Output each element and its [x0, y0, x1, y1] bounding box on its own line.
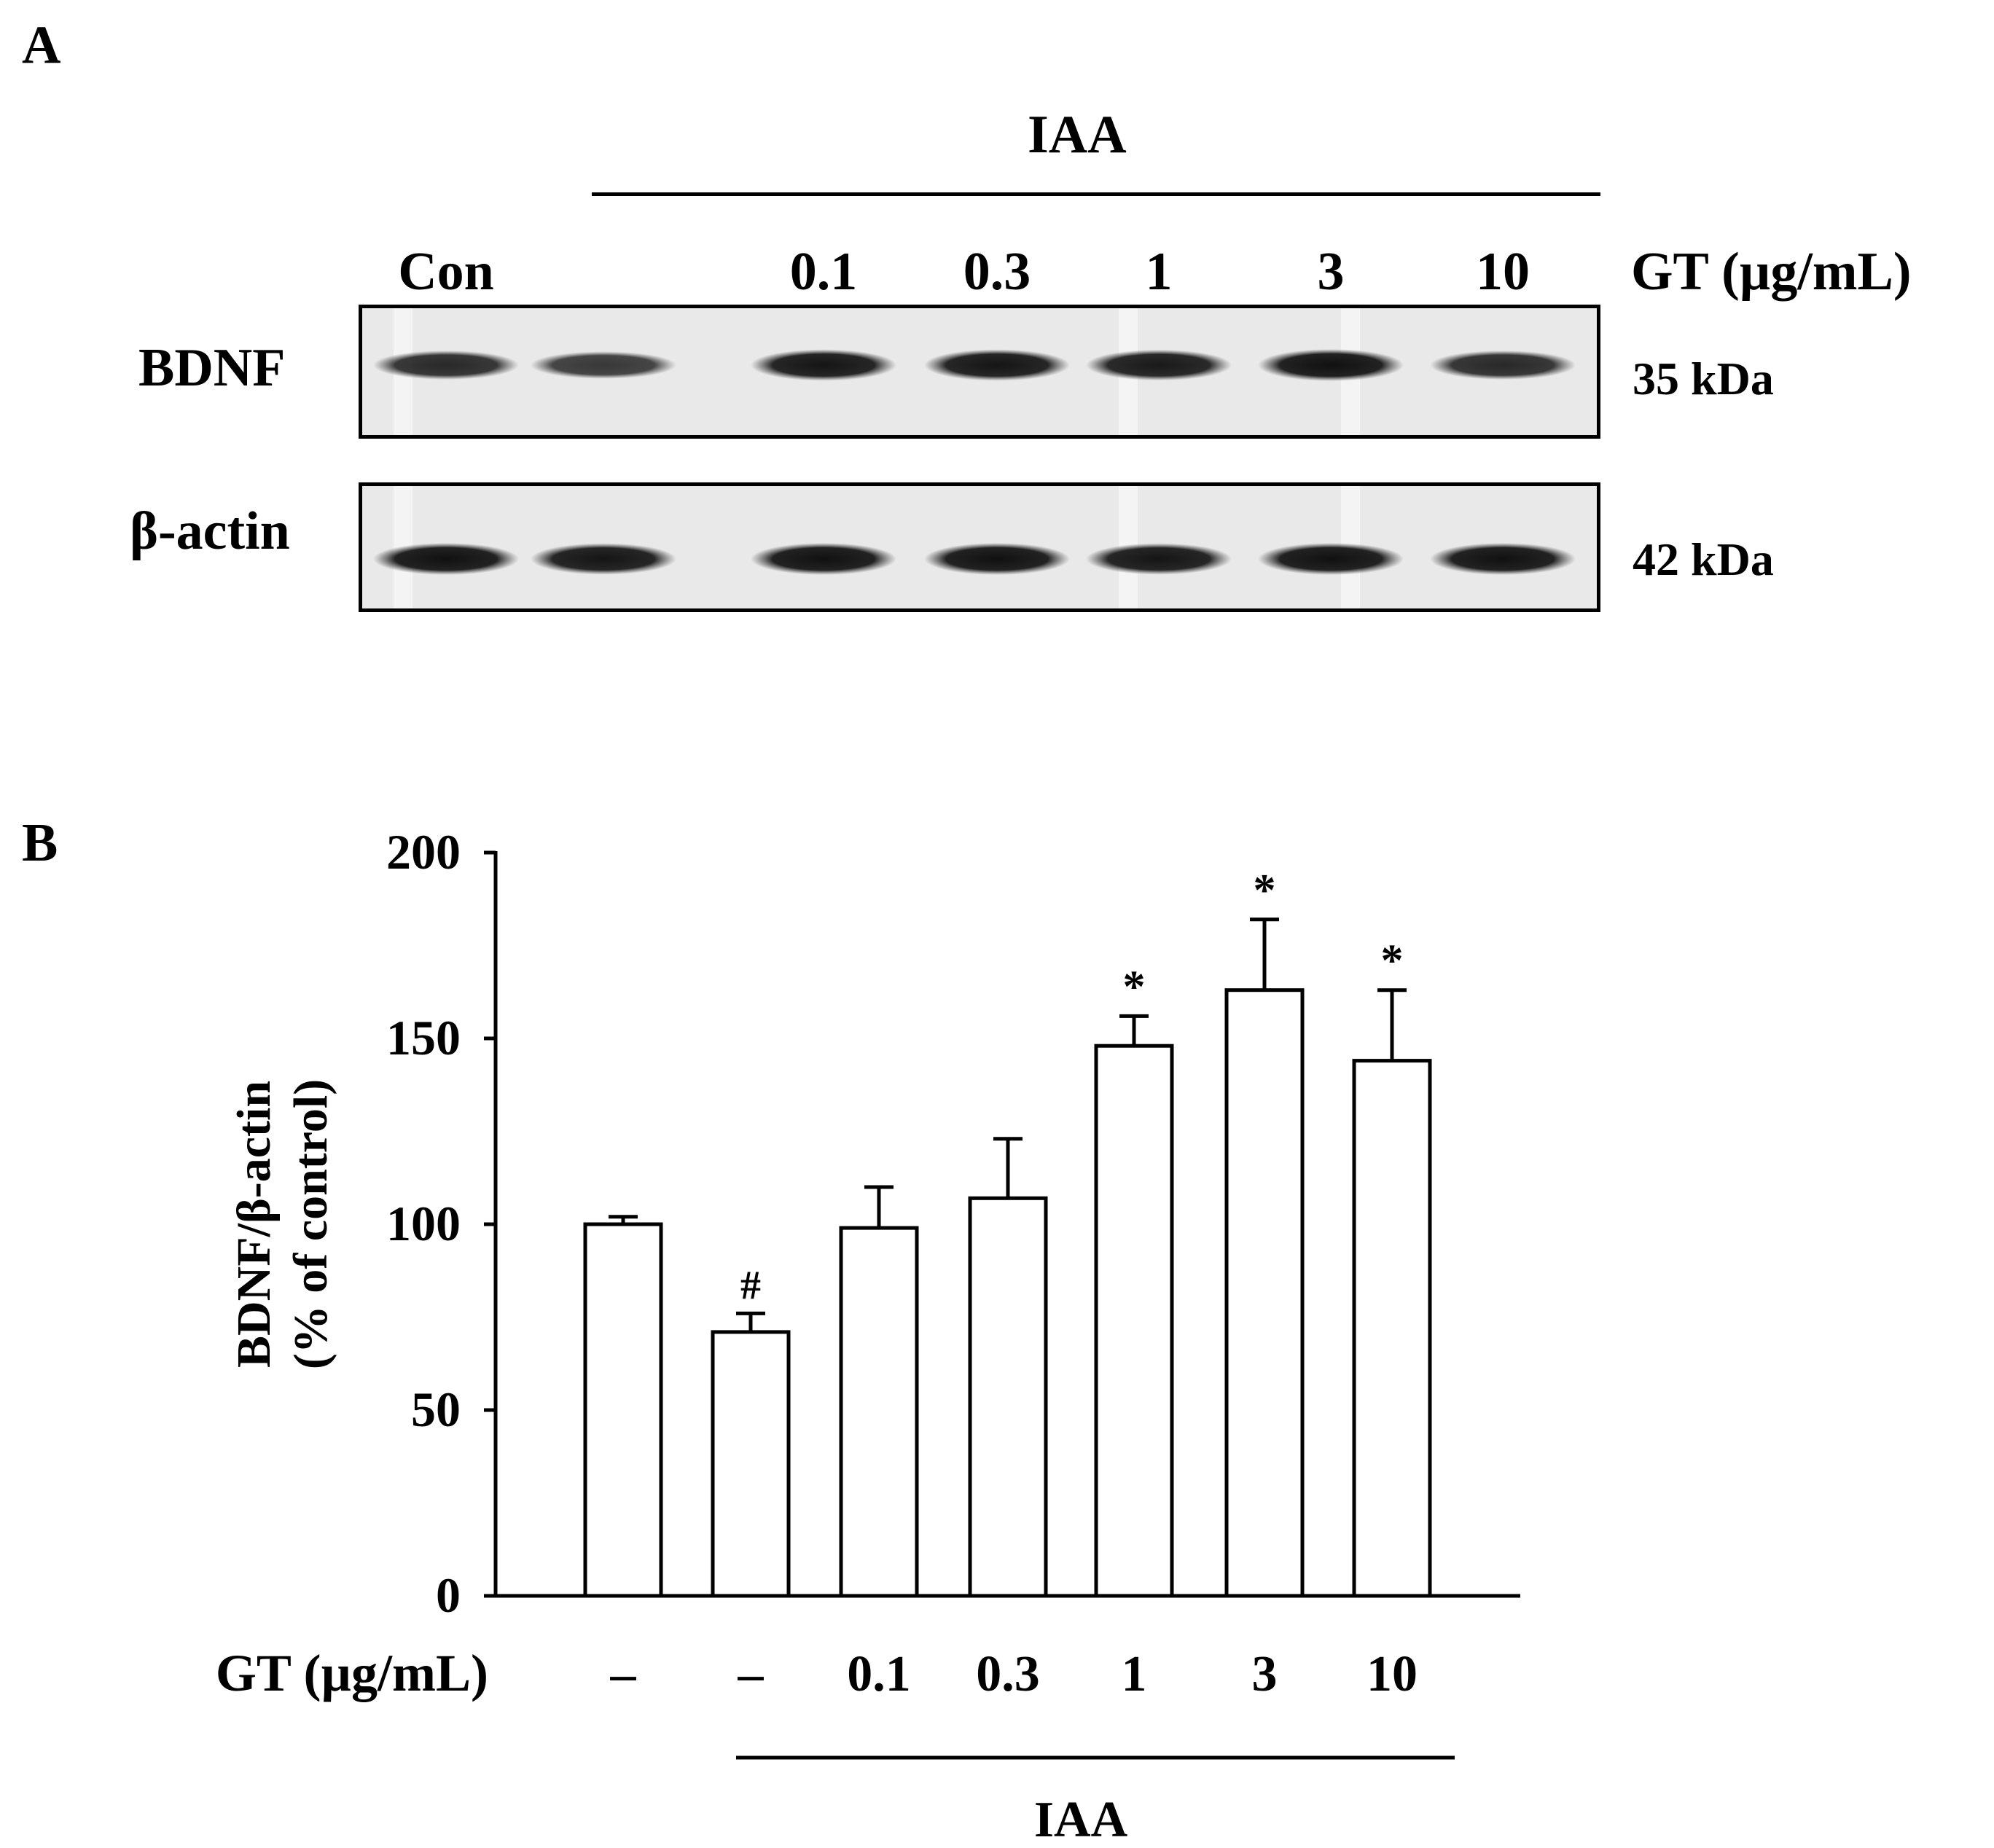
x-category-label-0: – [610, 1646, 637, 1702]
bar-4 [1094, 1044, 1174, 1598]
x-category-label-5: 3 [1252, 1646, 1278, 1702]
bar-2 [839, 1226, 919, 1598]
band-actin-5 [1258, 543, 1404, 575]
significance-mark-6: * [1381, 936, 1404, 986]
x-category-label-3: 0.3 [976, 1646, 1040, 1702]
blot-bdnf-image [373, 308, 1576, 435]
bar-3 [968, 1196, 1048, 1598]
lane-label-4: 1 [1145, 242, 1173, 302]
significance-mark-1: # [740, 1263, 761, 1308]
y-axis-label-line2: (% of control) [284, 1079, 337, 1369]
band-actin-1 [531, 543, 676, 575]
mw-bdnf: 35 kDa [1633, 353, 1774, 404]
blot-bdnf [359, 305, 1600, 439]
band-actin-0 [373, 543, 519, 575]
bar-5 [1224, 988, 1305, 1598]
lane-label-0: Con [398, 242, 494, 302]
band-actin-6 [1430, 543, 1576, 575]
band-actin-3 [924, 543, 1070, 575]
blot-name-bdnf: BDNF [138, 338, 286, 398]
band-bdnf-2 [751, 349, 896, 381]
bar-0 [583, 1222, 663, 1598]
y-tick-label-2: 100 [386, 1196, 461, 1251]
blot-actin [359, 482, 1600, 612]
x-axis-label: GT (µg/mL) [216, 1644, 488, 1702]
blot-actin-image [373, 486, 1576, 608]
y-tick-label-1: 50 [411, 1382, 461, 1437]
band-bdnf-4 [1086, 349, 1232, 381]
band-bdnf-6 [1430, 351, 1576, 380]
band-bdnf-5 [1258, 349, 1404, 381]
x-category-label-2: 0.1 [847, 1646, 911, 1702]
panel-b-label: B [22, 813, 58, 873]
band-bdnf-0 [373, 351, 519, 380]
band-actin-2 [751, 543, 896, 575]
lane-label-5: 3 [1317, 242, 1345, 302]
y-axis-label-line1: BDNF/β-actin [227, 1081, 281, 1368]
y-axis-label: BDNF/β-actin (% of control) [227, 1079, 337, 1369]
dose-label-top: GT (µg/mL) [1631, 242, 1912, 302]
x-category-label-1: – [738, 1646, 765, 1702]
x-category-label-4: 1 [1122, 1646, 1147, 1702]
x-category-label-6: 10 [1367, 1646, 1418, 1702]
bar-6 [1352, 1059, 1432, 1598]
significance-mark-5: * [1254, 866, 1276, 915]
band-actin-4 [1086, 543, 1232, 575]
iaa-label-top: IAA [1028, 105, 1127, 165]
y-tick-label-0: 0 [436, 1567, 461, 1623]
band-bdnf-3 [924, 349, 1070, 381]
lane-label-6: 10 [1476, 242, 1530, 302]
iaa-line-top [592, 192, 1600, 196]
blot-name-actin: β-actin [130, 501, 290, 561]
mw-actin: 42 kDa [1633, 533, 1774, 585]
band-bdnf-1 [531, 351, 676, 379]
bar-1 [711, 1330, 791, 1598]
iaa-label-bottom: IAA [1034, 1792, 1128, 1848]
y-tick-label-4: 200 [386, 824, 461, 880]
lane-label-2: 0.1 [789, 242, 858, 302]
bar-chart: 0 50 100 150 200 BDNF/β-actin (% of control) – #… [216, 824, 1520, 1848]
panel-a-label: A [22, 15, 61, 75]
lane-label-3: 0.3 [963, 242, 1031, 302]
significance-mark-4: * [1123, 962, 1146, 1011]
y-tick-label-3: 150 [386, 1010, 461, 1065]
